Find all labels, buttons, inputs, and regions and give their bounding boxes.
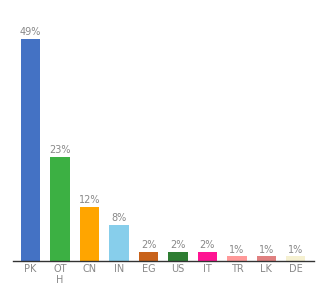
Text: 49%: 49% [20, 27, 41, 38]
Text: 8%: 8% [111, 213, 127, 223]
Bar [286, 256, 306, 261]
Text: 2%: 2% [200, 240, 215, 250]
Bar [51, 157, 69, 261]
Text: 2%: 2% [170, 240, 186, 250]
Text: 1%: 1% [229, 245, 244, 255]
Bar [109, 225, 129, 261]
Bar [80, 207, 99, 261]
Bar [21, 39, 40, 261]
Text: 23%: 23% [49, 145, 71, 155]
Text: 1%: 1% [288, 245, 304, 255]
Bar [139, 252, 158, 261]
Bar [198, 252, 217, 261]
Bar [257, 256, 276, 261]
Text: 2%: 2% [141, 240, 156, 250]
Bar [168, 252, 188, 261]
Text: 12%: 12% [79, 195, 100, 205]
Text: 1%: 1% [259, 245, 274, 255]
Bar [227, 256, 246, 261]
